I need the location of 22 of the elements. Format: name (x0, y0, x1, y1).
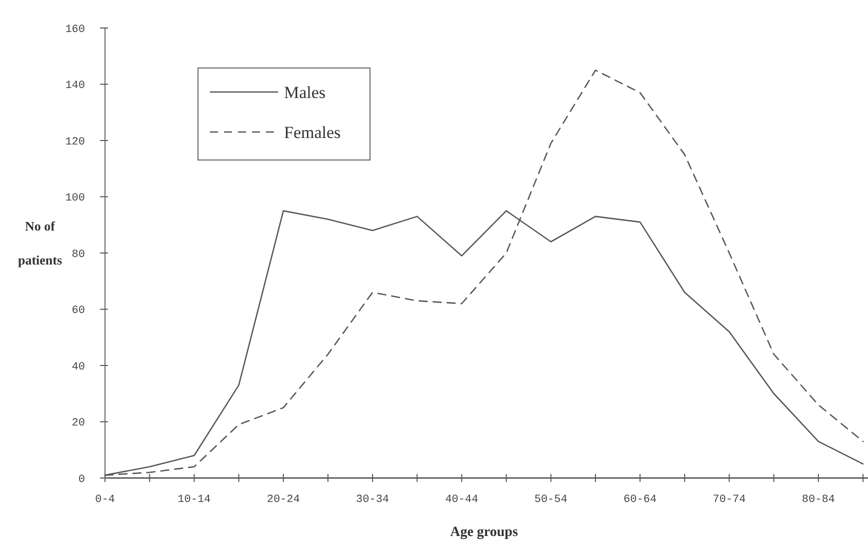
y-tick-label: 140 (65, 80, 85, 92)
x-tick-label: 0-4 (95, 494, 116, 506)
y-tick-label: 40 (72, 361, 85, 374)
y-tick-label: 20 (72, 418, 85, 430)
x-tick-label: 50-54 (534, 494, 568, 506)
y-tick-label: 60 (72, 305, 85, 318)
y-tick-label: 80 (72, 248, 85, 261)
legend-label: Females (284, 122, 341, 142)
y-tick-label: 0 (78, 474, 85, 486)
x-tick-label: 20-24 (266, 494, 300, 506)
text: No of patients (18, 218, 62, 268)
x-tick-label: 80-84 (802, 494, 836, 506)
x-tick-label: 70-74 (712, 494, 746, 506)
y-tick-label: 120 (65, 136, 85, 148)
legend-label: Males (284, 82, 326, 102)
y-tick-label: 100 (65, 192, 85, 205)
x-tick-label: 30-34 (356, 494, 390, 506)
x-tick-label: 10-14 (178, 494, 212, 506)
x-axis-title: Age groups (450, 525, 518, 540)
x-tick-label: 40-44 (445, 494, 479, 506)
y-tick-label: 160 (65, 24, 85, 36)
x-tick-label: 60-64 (624, 494, 657, 506)
